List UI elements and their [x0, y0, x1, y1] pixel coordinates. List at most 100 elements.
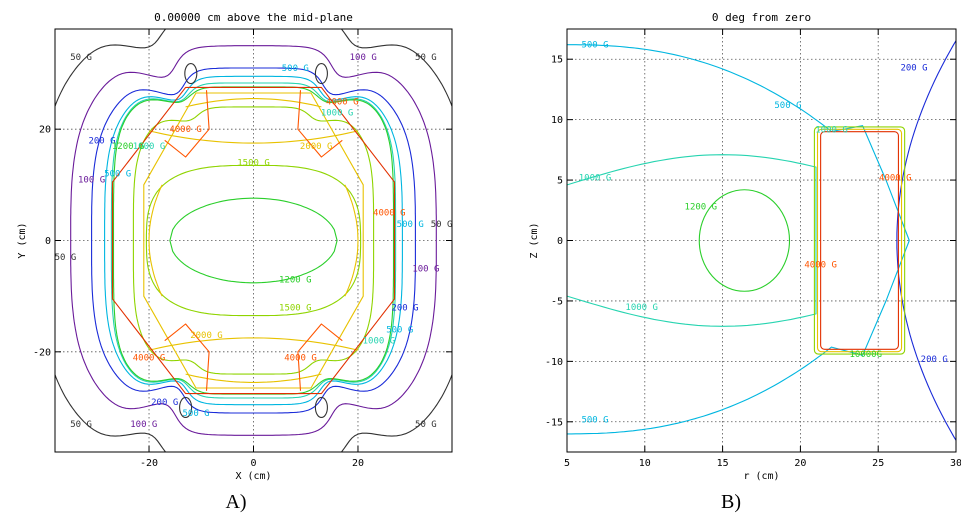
contour-line	[148, 184, 163, 297]
y-axis-label: Z (cm)	[529, 222, 540, 258]
panel-label-a: A)	[225, 491, 246, 513]
y-tick-label: 10	[551, 115, 563, 126]
contour-label: 500 G	[104, 170, 131, 180]
contour-line	[179, 396, 193, 419]
contour-label: 50 G	[415, 53, 437, 63]
x-tick-label: 20	[794, 458, 806, 469]
contour-label: 50 G	[70, 420, 92, 430]
contour-label: 200 G	[391, 303, 418, 313]
x-tick-label: 25	[872, 458, 884, 469]
contour-line	[104, 75, 403, 406]
contour-group	[55, 29, 452, 452]
chart-title: 0.00000 cm above the mid-plane	[154, 11, 353, 24]
contour-line	[164, 323, 210, 391]
contour-label: 200 G	[921, 355, 948, 365]
contour-label: 200 G	[151, 398, 178, 408]
contour-label: 4000 G	[284, 353, 317, 363]
contour-label: 1200 G	[685, 203, 718, 213]
x-axis-label: X (cm)	[235, 471, 271, 482]
contour-label: 2000 G	[190, 331, 223, 341]
contour-label: 1500 G	[279, 303, 312, 313]
contour-label: 500 G	[282, 64, 309, 74]
contour-line	[169, 197, 338, 284]
contour-line	[344, 184, 359, 297]
x-tick-label: 10	[639, 458, 651, 469]
contour-label: 50 G	[415, 420, 437, 430]
contour-line	[297, 323, 343, 391]
contour-line	[112, 86, 395, 395]
contour-line	[110, 82, 397, 399]
contour-label: 1000 G	[133, 142, 166, 152]
contour-label: 200 G	[88, 136, 115, 146]
contour-label: 1000 G	[625, 303, 658, 313]
x-tick-label: 5	[564, 458, 570, 469]
contour-label: 1000 G	[363, 337, 396, 347]
contour-line	[567, 44, 910, 241]
contour-line	[148, 337, 359, 351]
x-tick-label: 15	[717, 458, 729, 469]
contour-label: 4000 G	[373, 209, 406, 219]
contour-line	[70, 45, 437, 436]
contour-line	[184, 62, 198, 85]
contour-label: 4000 G	[326, 97, 359, 107]
magnet-outline	[143, 92, 364, 389]
contour-label: 500 G	[386, 326, 413, 336]
contour-line	[145, 164, 362, 317]
contour-line	[55, 29, 452, 452]
contour-label: 50 G	[431, 220, 453, 230]
magnet-outline	[820, 131, 899, 350]
y-tick-label: -10	[545, 357, 563, 368]
contour-group	[567, 39, 956, 442]
contour-line	[698, 189, 791, 292]
contour-label: 1000 G	[579, 174, 612, 184]
contour-line	[314, 62, 328, 85]
contour-label: 2000 G	[300, 142, 333, 152]
contour-line	[567, 240, 910, 435]
contour-label: 500 G	[182, 409, 209, 419]
chart-panel-b: 5 10 15 20 25 30 -15 -10 -5 0 5 10 15 0 deg from zero…	[529, 11, 961, 482]
contour-line	[91, 67, 416, 414]
contour-line	[567, 154, 817, 327]
chart-title: 0 deg from zero	[712, 11, 811, 24]
y-tick-label: 15	[551, 55, 563, 66]
magnet-outline	[816, 128, 903, 353]
contour-line	[148, 130, 359, 144]
contour-line	[164, 90, 210, 158]
y-tick-label: 20	[39, 125, 51, 136]
contour-line	[185, 373, 322, 383]
contour-line	[314, 396, 328, 419]
x-tick-label: 20	[352, 458, 364, 469]
contour-label: 4000 G	[879, 174, 912, 184]
contour-label: 200 G	[900, 64, 927, 74]
magnet-outline	[111, 86, 396, 395]
contour-line	[132, 106, 375, 375]
panel-label-b: B)	[721, 491, 741, 513]
contour-label: 100 G	[78, 175, 105, 185]
contour-label: 1200 G	[279, 275, 312, 285]
chart-panel-a: -20 0 20 -20 0 20 0.00000 cm above the mid-pla…	[17, 11, 453, 482]
x-axis-label: r (cm)	[743, 471, 779, 482]
y-axis-label: Y (cm)	[17, 222, 28, 258]
contour-label: 1500 G	[237, 159, 270, 169]
contour-label: 500 G	[774, 101, 801, 111]
contour-label: 4000 G	[169, 125, 202, 135]
y-tick-label: 0	[557, 236, 563, 247]
contour-label: 4000 G	[133, 353, 166, 363]
contour-line	[185, 98, 322, 108]
magnet-outline	[813, 126, 906, 355]
contour-label: 4000 G	[804, 261, 837, 271]
y-tick-label: -5	[551, 296, 563, 307]
contour-label: 50 G	[55, 253, 77, 263]
x-tick-label: 30	[950, 458, 961, 469]
contour-label: 100 G	[130, 420, 157, 430]
x-tick-label: -20	[140, 458, 158, 469]
contour-label: 100 G	[350, 53, 377, 63]
contour-label: 500 G	[397, 220, 424, 230]
y-tick-label: -15	[545, 417, 563, 428]
contour-label: 1000 G	[815, 125, 848, 135]
contour-line	[297, 90, 343, 158]
contour-label: 100 G	[412, 264, 439, 274]
contour-label: 10000G	[849, 350, 882, 360]
contour-label: 500 G	[581, 415, 608, 425]
